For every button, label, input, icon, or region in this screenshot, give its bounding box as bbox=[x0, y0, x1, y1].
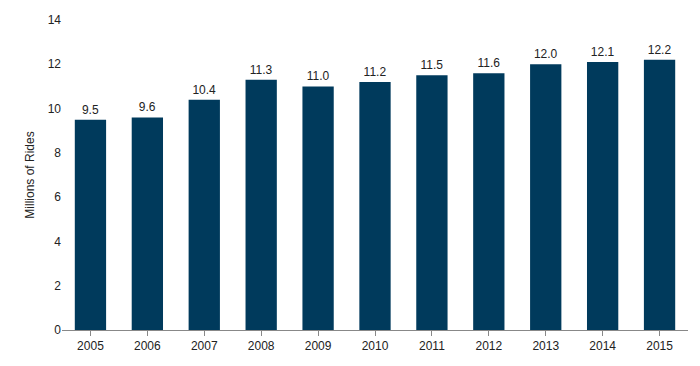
svg-text:9.6: 9.6 bbox=[139, 100, 156, 114]
svg-text:14: 14 bbox=[48, 13, 62, 27]
svg-text:12.2: 12.2 bbox=[648, 43, 672, 57]
svg-text:11.0: 11.0 bbox=[307, 69, 330, 83]
svg-text:2005: 2005 bbox=[77, 339, 104, 353]
svg-text:2011: 2011 bbox=[419, 339, 445, 353]
svg-text:11.3: 11.3 bbox=[250, 63, 273, 77]
svg-text:11.5: 11.5 bbox=[421, 58, 444, 72]
svg-text:12.0: 12.0 bbox=[534, 47, 558, 61]
svg-text:11.6: 11.6 bbox=[477, 56, 500, 70]
svg-text:2014: 2014 bbox=[589, 339, 616, 353]
svg-text:2007: 2007 bbox=[191, 339, 218, 353]
svg-text:2010: 2010 bbox=[362, 339, 389, 353]
svg-text:11.2: 11.2 bbox=[364, 65, 387, 79]
svg-text:Millions of Rides: Millions of Rides bbox=[23, 131, 37, 218]
svg-text:2: 2 bbox=[54, 279, 61, 293]
svg-text:2008: 2008 bbox=[248, 339, 275, 353]
svg-text:12: 12 bbox=[48, 57, 62, 71]
svg-text:2009: 2009 bbox=[305, 339, 332, 353]
svg-text:2006: 2006 bbox=[134, 339, 161, 353]
svg-text:4: 4 bbox=[54, 235, 61, 249]
svg-text:0: 0 bbox=[54, 323, 61, 337]
svg-text:2015: 2015 bbox=[646, 339, 673, 353]
svg-text:2013: 2013 bbox=[532, 339, 559, 353]
svg-text:6: 6 bbox=[54, 190, 61, 204]
svg-text:8: 8 bbox=[54, 146, 61, 160]
svg-text:12.1: 12.1 bbox=[591, 45, 615, 59]
svg-text:9.5: 9.5 bbox=[82, 103, 99, 117]
svg-text:10.4: 10.4 bbox=[192, 83, 216, 97]
svg-text:2012: 2012 bbox=[475, 339, 502, 353]
svg-text:10: 10 bbox=[48, 102, 62, 116]
